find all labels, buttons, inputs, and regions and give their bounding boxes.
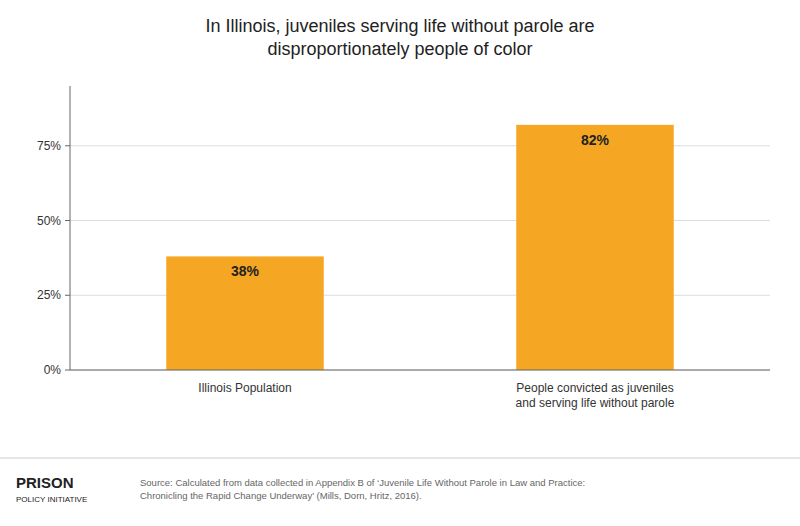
text-line: and serving life without parole	[516, 396, 675, 410]
chart-container: In Illinois, juveniles serving life with…	[0, 0, 800, 526]
title: In Illinois, juveniles serving life with…	[205, 16, 594, 59]
data-label: 38%	[231, 263, 260, 279]
background	[0, 0, 800, 526]
y-tick-label: 25%	[37, 288, 61, 302]
text-line: Chronicling the Rapid Change Underway’ (…	[140, 490, 422, 501]
bar	[516, 125, 674, 370]
y-tick	[65, 370, 70, 371]
y-axis-line	[70, 86, 71, 370]
x-tick-label: People convicted as juvenilesand serving…	[516, 381, 675, 410]
y-tick-label: 50%	[37, 214, 61, 228]
grid-line	[70, 370, 770, 371]
text-line: Illinois Population	[198, 381, 291, 395]
y-tick-label: 75%	[37, 139, 61, 153]
source-note: Source: Calculated from data collected i…	[140, 477, 585, 501]
plot-area: 0% 25% 50% 75%	[37, 86, 770, 377]
text-line: People convicted as juveniles	[516, 381, 673, 395]
x-axis-line	[70, 370, 770, 371]
bars	[166, 125, 674, 370]
bar	[166, 256, 324, 370]
footer-separator	[0, 458, 800, 459]
y-tick	[65, 220, 70, 221]
labels: 38% Illinois Population 82% People convicte…	[198, 132, 674, 410]
chart-svg: In Illinois, juveniles serving life with…	[0, 0, 800, 526]
text-line: In Illinois, juveniles serving life with…	[205, 16, 594, 36]
y-tick	[65, 145, 70, 146]
y-tick-label: 0%	[44, 363, 62, 377]
logo-bottom: POLICY INITIATIVE	[16, 495, 87, 504]
text-line: disproportionately people of color	[267, 39, 532, 59]
x-tick-label: Illinois Population	[198, 381, 291, 395]
y-tick	[65, 295, 70, 296]
data-label: 82%	[581, 132, 610, 148]
logo-top: PRISON	[16, 474, 74, 491]
text-line: Source: Calculated from data collected i…	[140, 477, 585, 488]
